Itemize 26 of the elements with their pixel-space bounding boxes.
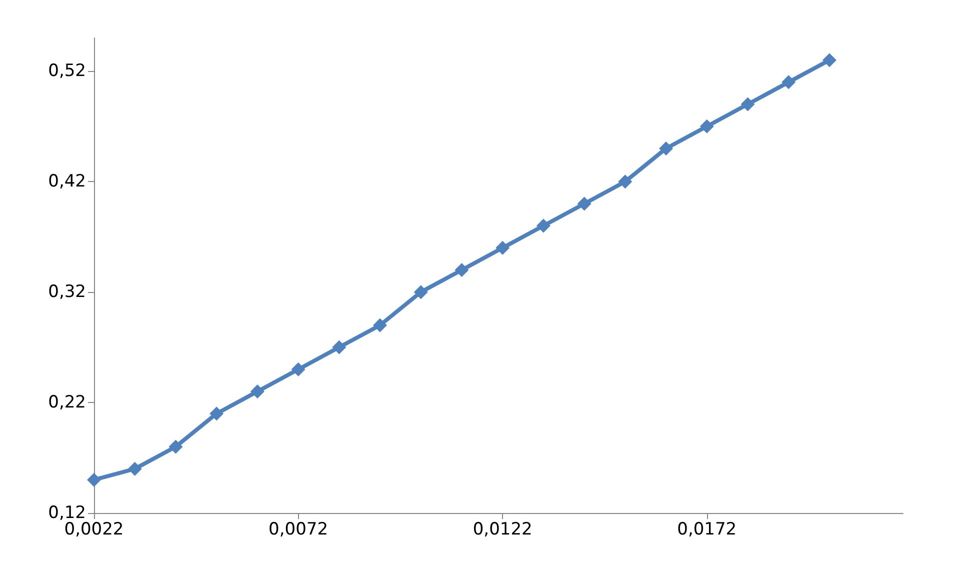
point	[168, 440, 183, 454]
point	[618, 174, 632, 189]
x-tick-label: 0,0172	[677, 520, 737, 540]
point	[782, 75, 796, 90]
point	[414, 285, 428, 300]
x-tick-label: 0,0122	[472, 520, 532, 540]
point	[291, 362, 306, 376]
x-tick-label: 0,0072	[268, 520, 328, 540]
point	[496, 240, 510, 255]
y-tick-label: 0,42	[48, 172, 86, 192]
point	[536, 218, 550, 233]
point	[128, 462, 142, 476]
point	[577, 196, 592, 211]
point	[210, 406, 224, 421]
point	[87, 472, 101, 487]
point	[700, 119, 714, 134]
y-tick-label: 0,32	[48, 282, 86, 302]
y-tick-label: 0,52	[48, 61, 86, 82]
point	[373, 318, 388, 332]
point	[659, 141, 674, 156]
point	[454, 262, 469, 277]
y-tick-label: 0,22	[48, 392, 86, 413]
point	[250, 384, 264, 398]
point	[740, 97, 755, 112]
point	[822, 53, 836, 68]
point	[332, 340, 346, 354]
